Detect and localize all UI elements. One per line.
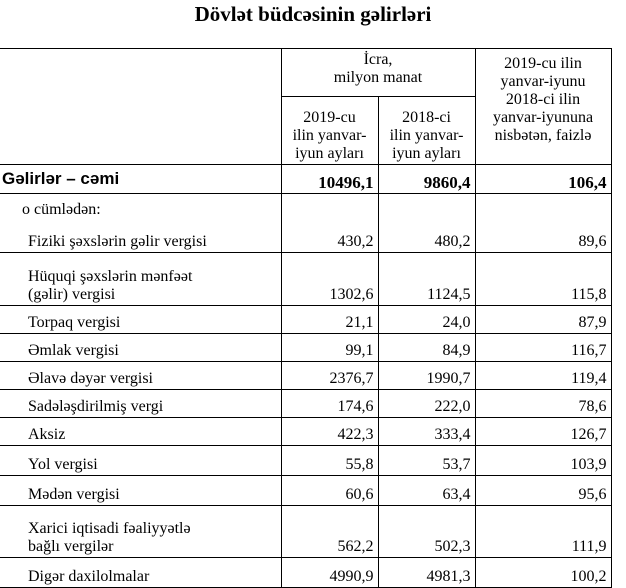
- row-label: Yol vergisi: [0, 445, 282, 476]
- row-label: Əmlak vergisi: [0, 333, 282, 362]
- value-2019: 174,6: [280, 389, 379, 418]
- table-row: Sadələşdirilmiş vergi 174,6 222,0 78,6: [0, 389, 612, 418]
- row-label: Torpaq vergisi: [0, 305, 282, 334]
- table-row: Əlavə dəyər vergisi 2376,7 1990,7 119,4: [0, 361, 612, 390]
- value-2019: 562,2: [280, 505, 379, 558]
- total-label: Gəlirlər – cəmi: [0, 164, 282, 194]
- revenue-table: İcra, milyon manat 2019-cu ilin yanvar-i…: [0, 48, 612, 588]
- row-label-text: Əlavə dəyər vergisi: [28, 370, 153, 387]
- value-ratio: 103,9: [474, 445, 612, 476]
- value-2018: 222,0: [377, 389, 476, 418]
- header-execution: İcra, milyon manat: [280, 48, 476, 97]
- table-row: Aksiz 422,3 333,4 126,7: [0, 417, 612, 446]
- value-2018: 4981,3: [377, 557, 476, 588]
- row-label-text: Xarici iqtisadi fəaliyyətlə bağlı vergil…: [28, 520, 191, 555]
- value-ratio: 87,9: [474, 305, 612, 334]
- value-2018: 1990,7: [377, 361, 476, 390]
- value-2019: 430,2: [280, 193, 379, 253]
- value-ratio: 78,6: [474, 389, 612, 418]
- table-row: Torpaq vergisi 21,1 24,0 87,9: [0, 305, 612, 334]
- value-2019: 4990,9: [280, 557, 379, 588]
- value-2019: 422,3: [280, 417, 379, 446]
- page-title: Dövlət büdcəsinin gəlirləri: [194, 2, 432, 26]
- value-ratio: 119,4: [474, 361, 612, 390]
- row-label: Xarici iqtisadi fəaliyyətlə bağlı vergil…: [0, 505, 282, 558]
- row-label-text: Torpaq vergisi: [28, 314, 121, 331]
- row-label: Digər daxilolmalar: [0, 557, 282, 588]
- value-2018: 63,4: [377, 475, 476, 506]
- header-2018: 2018-ci ilin yanvar- iyun ayları: [377, 96, 476, 165]
- table-row: Mədən vergisi 60,6 63,4 95,6: [0, 475, 612, 506]
- row-label: Əlavə dəyər vergisi: [0, 361, 282, 390]
- total-2019: 10496,1: [280, 164, 379, 194]
- table-row: Yol vergisi 55,8 53,7 103,9: [0, 445, 612, 476]
- including-label: o cümlədən:: [22, 201, 101, 218]
- table-row: Xarici iqtisadi fəaliyyətlə bağlı vergil…: [0, 505, 612, 558]
- row-label: Aksiz: [0, 417, 282, 446]
- row-label-text: Aksiz: [28, 426, 66, 443]
- row-label: Hüquqi şəxslərin mənfəət (gəlir) vergisi: [0, 252, 282, 306]
- value-2018: 53,7: [377, 445, 476, 476]
- value-2019: 99,1: [280, 333, 379, 362]
- row-label-text: Sadələşdirilmiş vergi: [28, 398, 164, 415]
- header-ratio: 2019-cu ilin yanvar-iyunu 2018-ci ilin y…: [474, 48, 612, 165]
- row-label: Sadələşdirilmiş vergi: [0, 389, 282, 418]
- row-label-text: Digər daxilolmalar: [28, 568, 150, 585]
- value-ratio: 89,6: [474, 193, 612, 253]
- value-2019: 1302,6: [280, 252, 379, 306]
- total-ratio: 106,4: [474, 164, 612, 194]
- value-2019: 2376,7: [280, 361, 379, 390]
- row-label-text: Fiziki şəxslərin gəlir vergisi: [28, 233, 207, 250]
- value-2018: 24,0: [377, 305, 476, 334]
- table-row-total: Gəlirlər – cəmi 10496,1 9860,4 106,4: [0, 164, 612, 194]
- header-empty-cell: [0, 48, 282, 165]
- value-2019: 60,6: [280, 475, 379, 506]
- row-label-text: Mədən vergisi: [28, 486, 120, 503]
- value-ratio: 115,8: [474, 252, 612, 306]
- value-ratio: 116,7: [474, 333, 612, 362]
- header-2019: 2019-cu ilin yanvar- iyun ayları: [280, 96, 379, 165]
- table-row: o cümlədən: Fiziki şəxslərin gəlir vergis…: [0, 193, 612, 253]
- value-ratio: 111,9: [474, 505, 612, 558]
- value-2018: 1124,5: [377, 252, 476, 306]
- value-ratio: 126,7: [474, 417, 612, 446]
- table-row: Digər daxilolmalar 4990,9 4981,3 100,2: [0, 557, 612, 588]
- row-label: Mədən vergisi: [0, 475, 282, 506]
- row-label-text: Hüquqi şəxslərin mənfəət (gəlir) vergisi: [28, 268, 193, 303]
- value-2018: 333,4: [377, 417, 476, 446]
- row-label: o cümlədən: Fiziki şəxslərin gəlir vergis…: [0, 193, 282, 253]
- value-ratio: 100,2: [474, 557, 612, 588]
- value-ratio: 95,6: [474, 475, 612, 506]
- row-label-text: Əmlak vergisi: [28, 342, 119, 359]
- value-2018: 480,2: [377, 193, 476, 253]
- total-2018: 9860,4: [377, 164, 476, 194]
- table-row: Əmlak vergisi 99,1 84,9 116,7: [0, 333, 612, 362]
- row-label-text: Yol vergisi: [28, 456, 98, 473]
- value-2018: 502,3: [377, 505, 476, 558]
- value-2018: 84,9: [377, 333, 476, 362]
- value-2019: 21,1: [280, 305, 379, 334]
- value-2019: 55,8: [280, 445, 379, 476]
- table-row: Hüquqi şəxslərin mənfəət (gəlir) vergisi…: [0, 252, 612, 306]
